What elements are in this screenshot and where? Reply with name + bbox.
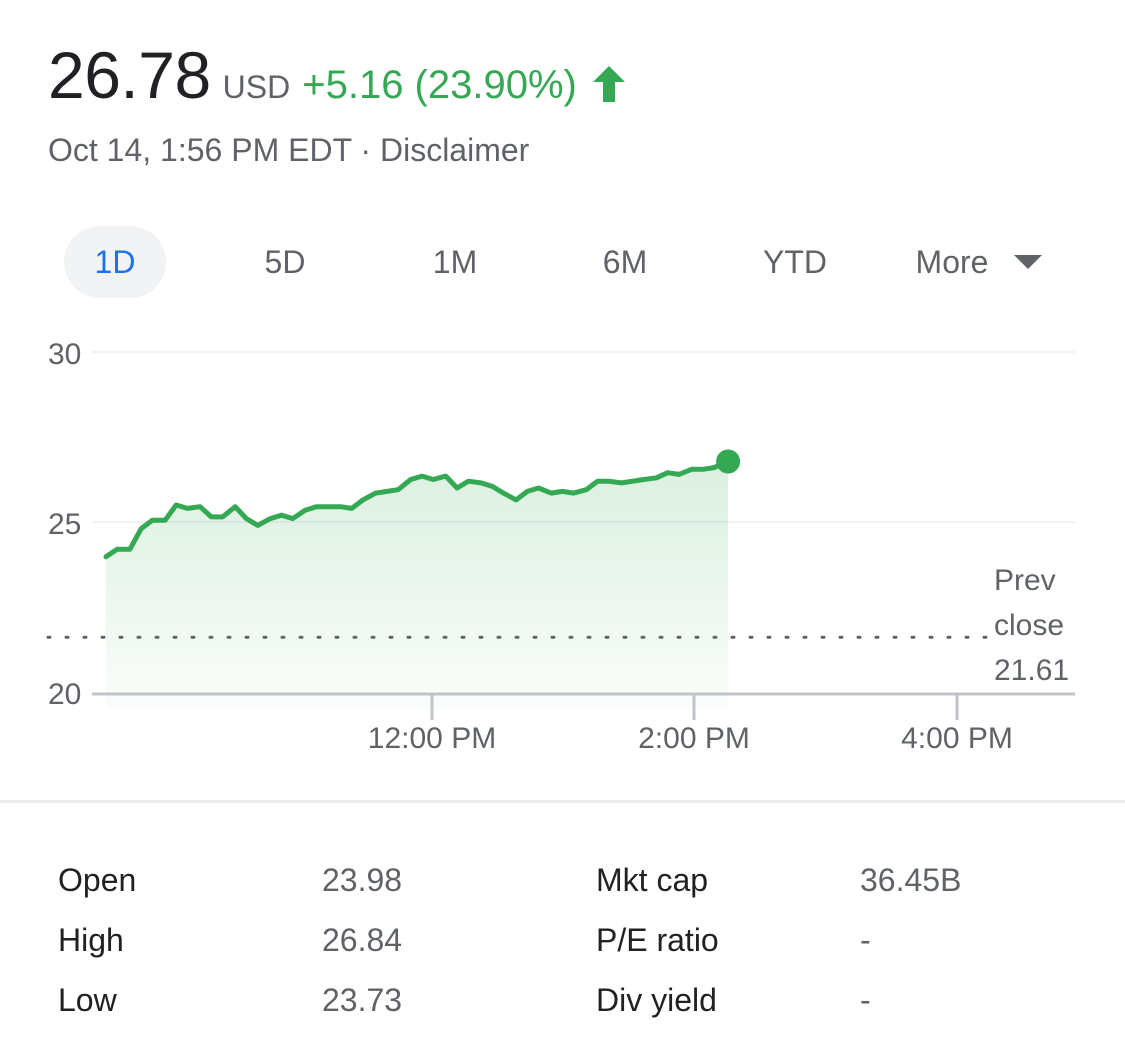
stat-mkt-cap-value: 36.45B: [860, 862, 962, 898]
price-change: +5.16 (23.90%): [302, 63, 577, 107]
tab-1d[interactable]: 1D: [64, 226, 166, 298]
tab-5d[interactable]: 5D: [264, 244, 306, 280]
stat-div-yield-value: -: [860, 982, 871, 1018]
more-label: More: [915, 244, 989, 280]
range-tabs: 1D 5D 1M 6M YTD More: [64, 226, 1064, 298]
stat-pe-ratio-value: -: [860, 922, 871, 958]
prev-close-label-line: close: [994, 609, 1064, 642]
separator: ·: [360, 132, 372, 168]
section-divider: [0, 800, 1125, 803]
y-tick-label: 20: [48, 678, 81, 711]
stat-high-label: High: [58, 922, 124, 958]
currency-label: USD: [222, 69, 291, 105]
disclaimer-link[interactable]: Disclaimer: [379, 132, 530, 168]
price-line: [103, 459, 731, 560]
stat-div-yield-label: Div yield: [596, 982, 717, 1018]
stat-pe-ratio-label: P/E ratio: [596, 922, 719, 958]
x-tick-label: 4:00 PM: [901, 722, 1013, 755]
current-price-dot: [716, 449, 741, 474]
chevron-down-icon: [1014, 254, 1043, 269]
stat-mkt-cap-label: Mkt cap: [596, 862, 709, 898]
x-tick-label: 2:00 PM: [638, 722, 750, 755]
stat-open-value: 23.98: [322, 862, 403, 898]
tab-1m[interactable]: 1M: [432, 244, 478, 280]
tab-more[interactable]: More: [894, 226, 1064, 298]
quote-timestamp-line: Oct 14, 1:56 PM EDT · Disclaimer: [48, 132, 529, 169]
prev-close-label-line: 21.61: [994, 654, 1069, 687]
stat-open-label: Open: [58, 862, 137, 898]
y-tick-label: 30: [48, 338, 81, 371]
y-tick-label: 25: [48, 508, 81, 541]
stat-high-value: 26.84: [322, 922, 403, 958]
tab-6m[interactable]: 6M: [602, 244, 648, 280]
price-area: [106, 461, 729, 710]
quote-timestamp: Oct 14, 1:56 PM EDT: [48, 132, 352, 168]
tab-ytd[interactable]: YTD: [763, 244, 827, 280]
stat-low-label: Low: [58, 982, 117, 1018]
x-tick-label: 12:00 PM: [368, 722, 496, 755]
stat-low-value: 23.73: [322, 982, 403, 1018]
prev-close-label-line: Prev: [994, 564, 1056, 597]
price-chart[interactable]: 30 25 20 Prev close 21.61 12:00 PM 2:00 PM 4:00 …: [0, 320, 1125, 770]
prev-close-label: Prev close 21.61: [994, 564, 1069, 687]
arrow-up-icon: [591, 64, 627, 104]
current-price: 26.78: [48, 38, 211, 112]
quote-header: 26.78 USD +5.16 (23.90%): [48, 42, 627, 108]
